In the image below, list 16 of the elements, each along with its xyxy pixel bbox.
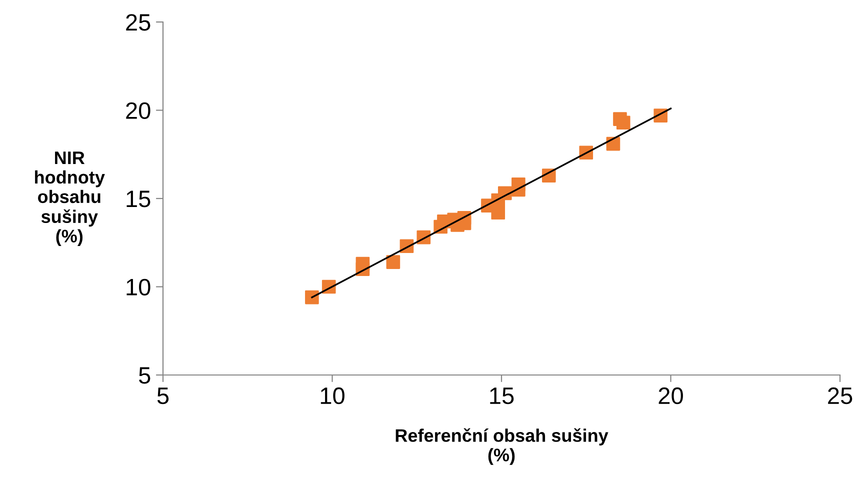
- x-tick-label: 10: [320, 387, 344, 404]
- x-tick-label: 20: [658, 387, 683, 404]
- y-tick-label: 10: [126, 278, 150, 296]
- y-tick-label: 15: [126, 190, 150, 208]
- point: [305, 290, 319, 304]
- point: [616, 116, 630, 130]
- x-tick-label: 25: [828, 387, 852, 404]
- point: [491, 206, 506, 220]
- x-axis-title: Referenční obsah sušiny (%): [396, 428, 608, 465]
- y-tick-label: 25: [126, 14, 150, 31]
- point: [386, 255, 400, 269]
- y-tick-label: 5: [139, 367, 150, 384]
- x-tick-label: 5: [157, 388, 169, 404]
- y-tick-label: 20: [126, 102, 150, 120]
- x-tick-label: 15: [490, 388, 514, 404]
- y-axis-title: NIR hodnoty obsahu sušiny (%): [35, 152, 105, 246]
